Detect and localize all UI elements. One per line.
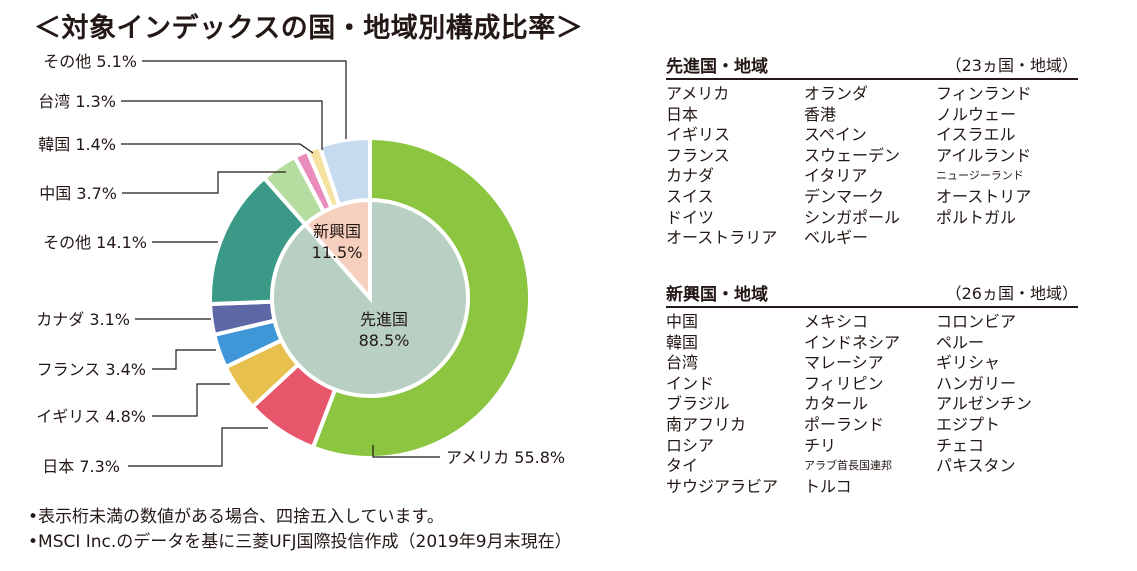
leader-line-china	[122, 171, 286, 194]
data-label-canada: カナダ 3.1%	[36, 310, 130, 329]
data-label-china: 中国 3.7%	[39, 184, 117, 203]
leader-line-france	[152, 349, 216, 370]
country-item: イギリス	[666, 125, 731, 145]
country-item: トルコ	[804, 476, 852, 496]
developed-column-1: アメリカ 日本 イギリス フランス カナダ スイス ドイツ オーストラリア	[666, 84, 777, 249]
leader-line-emerging-other	[142, 60, 347, 139]
country-item: ロシア	[666, 435, 715, 455]
donut-chart: 先進国 88.5% 新興国 11.5% アメリカ 55.8% 日本 7.3% イギリス 4.…	[36, 52, 565, 476]
emerging-inner-label: 新興国	[313, 222, 361, 241]
country-item: インド	[666, 373, 715, 393]
country-item: 香港	[804, 104, 837, 124]
country-item: 中国	[666, 312, 699, 331]
country-item: エジプト	[936, 414, 1001, 434]
country-item: マレーシア	[804, 353, 884, 373]
country-item: ポーランド	[804, 414, 885, 434]
country-item: コロンビア	[936, 312, 1017, 331]
country-item: ノルウェー	[936, 104, 1017, 124]
country-item: デンマーク	[804, 186, 885, 206]
developed-count: （23ヵ国・地域）	[945, 56, 1078, 75]
footnote-rounding: •表示桁未満の数値がある場合、四捨五入しています。	[28, 507, 444, 527]
country-item: オーストリア	[936, 186, 1032, 206]
developed-title: 先進国・地域	[666, 57, 768, 77]
country-item: スペイン	[804, 125, 867, 145]
country-item: 韓国	[666, 332, 699, 352]
country-item: アメリカ	[666, 84, 730, 103]
country-item: アイルランド	[936, 145, 1032, 165]
country-item: ポルトガル	[936, 207, 1017, 227]
developed-column-2: オランダ 香港 スペイン スウェーデン イタリア デンマーク シンガポール ベルギー	[804, 84, 900, 249]
page-title: ＜対象インデックスの国・地域別構成比率＞	[34, 13, 584, 44]
developed-column-3: フィンランド ノルウェー イスラエル アイルランドニュージーランドオーストリア ポルトガ…	[936, 84, 1032, 228]
data-label-developed-other: その他 14.1%	[43, 233, 147, 252]
country-item: 台湾	[666, 353, 699, 373]
country-item: 南アフリカ	[666, 414, 747, 434]
country-item: ギリシャ	[936, 353, 1001, 373]
country-item: ニュージーランド	[936, 169, 1024, 183]
data-label-korea: 韓国 1.4%	[38, 135, 116, 154]
data-label-emerging-other: その他 5.1%	[43, 52, 137, 71]
country-item: スウェーデン	[804, 145, 901, 165]
country-item: イスラエル	[936, 125, 1016, 145]
country-item: タイ	[666, 456, 699, 476]
data-label-taiwan: 台湾 1.3%	[38, 92, 116, 111]
country-item: アルゼンチン	[936, 394, 1032, 414]
country-item: ベルギー	[804, 228, 869, 248]
data-label-uk: イギリス 4.8%	[36, 407, 146, 426]
data-label-france: フランス 3.4%	[37, 360, 146, 379]
country-item: オランダ	[804, 84, 869, 103]
country-item: イタリア	[804, 166, 868, 186]
footnote-source: •MSCI Inc.のデータを基に三菱UFJ国際投信作成（2019年9月末現在）	[28, 532, 572, 552]
emerging-column-2: メキシコ インドネシア マレーシア フィリピン カタール ポーランド チリアラブ首長国連邦ト…	[804, 312, 900, 497]
country-item: カタール	[804, 394, 869, 414]
country-item: スイス	[666, 186, 714, 206]
country-item: ペルー	[936, 332, 985, 352]
emerging-inner-label: 11.5%	[312, 243, 363, 262]
leader-line-korea	[121, 143, 314, 154]
country-item: 日本	[666, 104, 699, 124]
country-item: フィリピン	[804, 373, 884, 393]
leader-line-uk	[152, 383, 230, 417]
leader-line-japan	[128, 427, 268, 467]
country-item: オーストラリア	[666, 228, 778, 248]
country-item: シンガポール	[804, 207, 901, 227]
data-label-japan: 日本 7.3%	[42, 457, 120, 476]
country-item: メキシコ	[804, 312, 869, 331]
inner-slice-emerging	[302, 197, 372, 304]
country-item: ドイツ	[666, 207, 715, 227]
country-item: チリ	[804, 435, 837, 455]
leader-line-taiwan	[121, 100, 323, 150]
country-item: ハンガリー	[936, 373, 1017, 393]
developed-header: 先進国・地域 （23ヵ国・地域）	[666, 52, 1078, 80]
emerging-column-3: コロンビア ペルー ギリシャ ハンガリー アルゼンチン エジプト チェコ パキスタン	[936, 312, 1032, 477]
emerging-header: 新興国・地域 （26ヵ国・地域）	[666, 280, 1078, 308]
country-item: パキスタン	[936, 456, 1016, 476]
emerging-title: 新興国・地域	[666, 285, 768, 305]
country-item: ブラジル	[666, 394, 730, 414]
emerging-count: （26ヵ国・地域）	[945, 284, 1078, 303]
developed-inner-label: 88.5%	[359, 331, 410, 350]
data-label-america: アメリカ 55.8%	[446, 448, 565, 467]
country-item: チェコ	[936, 435, 985, 455]
emerging-section: 新興国・地域 （26ヵ国・地域） 中国 韓国 台湾 インド ブラジル 南アフリカ ロシア タイ…	[666, 280, 1078, 496]
country-item: サウジアラビア	[666, 476, 779, 496]
country-item: インドネシア	[804, 332, 901, 352]
footnotes: •表示桁未満の数値がある場合、四捨五入しています。 •MSCI Inc.のデータ…	[28, 505, 572, 555]
emerging-column-1: 中国 韓国 台湾 インド ブラジル 南アフリカ ロシア タイ サウジアラビア	[666, 312, 778, 497]
country-item: カナダ	[666, 166, 715, 186]
leader-line-america	[372, 445, 440, 458]
developed-inner-label: 先進国	[360, 310, 408, 329]
developed-section: 先進国・地域 （23ヵ国・地域） アメリカ 日本 イギリス フランス カナダ スイス ドイツ…	[666, 52, 1078, 247]
country-item: アラブ首長国連邦	[804, 459, 892, 473]
country-item: フランス	[666, 145, 730, 165]
country-item: フィンランド	[936, 84, 1032, 103]
